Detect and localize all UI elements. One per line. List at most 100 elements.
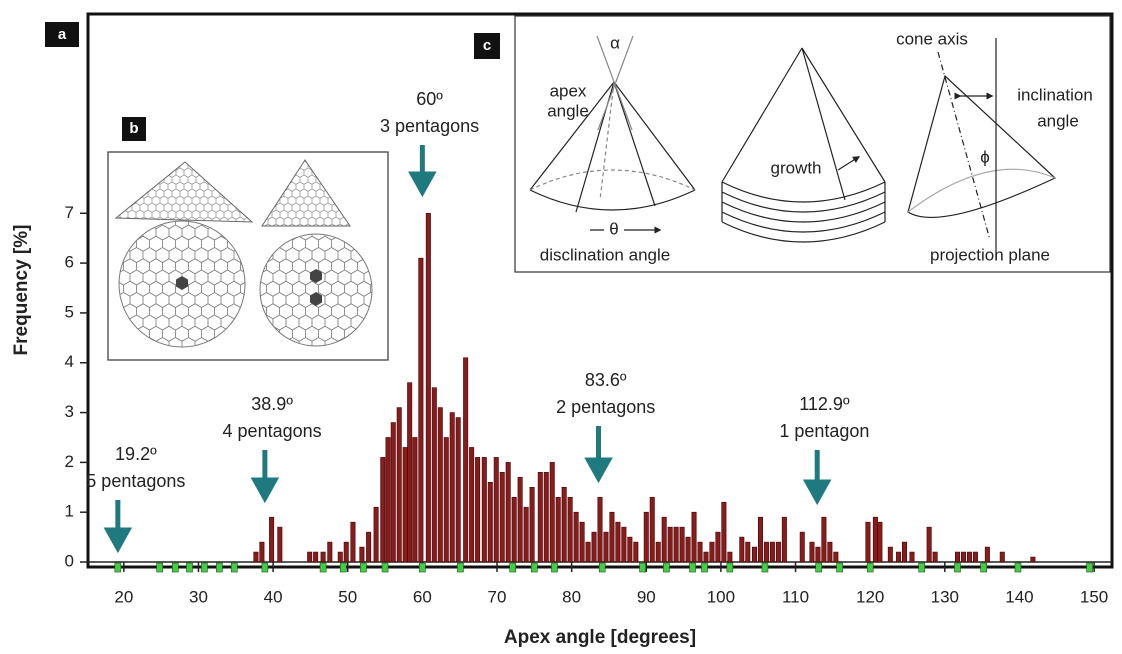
x-tick-label: 80: [562, 587, 581, 606]
bar: [769, 541, 775, 563]
annotation-arrow: [103, 500, 133, 554]
bar: [877, 521, 883, 563]
bar: [366, 531, 372, 563]
annotation-label: 5 pentagons: [86, 471, 185, 491]
panel-label: b: [129, 120, 138, 137]
bar: [499, 472, 505, 563]
pentagon: [176, 276, 188, 290]
bar: [579, 521, 585, 563]
y-tick-label: 7: [65, 203, 74, 222]
bar: [537, 472, 543, 563]
bar: [437, 407, 443, 563]
bar: [511, 496, 517, 563]
bar: [517, 477, 523, 563]
y-tick-label: 5: [65, 302, 74, 321]
annotations: 19.2º 5 pentagons 38.9º 4 pentagons 60º 3 pen…: [86, 89, 869, 554]
bars: [253, 212, 1036, 563]
bar: [327, 541, 333, 563]
theory-mark: [381, 562, 389, 573]
y-tick-label: 0: [65, 552, 74, 571]
theory-mark: [701, 562, 708, 573]
bar: [412, 437, 418, 563]
theory-mark: [186, 562, 193, 573]
bar: [649, 496, 655, 563]
x-tick-label: 30: [189, 587, 208, 606]
bar: [821, 516, 827, 563]
annotation-label: 4 pentagons: [223, 421, 322, 441]
bar: [418, 257, 424, 563]
bar: [523, 506, 529, 563]
theory-marks: [114, 562, 1093, 573]
bar: [909, 551, 915, 563]
annotation-label: 38.9º: [251, 394, 293, 414]
bar: [926, 526, 932, 563]
bar: [809, 541, 815, 563]
bar: [709, 541, 715, 563]
theory-mark: [551, 562, 558, 573]
theory-mark: [726, 562, 734, 573]
theory-mark: [201, 562, 208, 573]
annotation-arrow: [408, 145, 437, 198]
y-axis-title: Frequency [%]: [11, 225, 32, 356]
bar: [320, 551, 326, 563]
cone-side: [114, 161, 254, 223]
theory-mark: [457, 562, 464, 573]
bar: [609, 511, 615, 563]
bar: [685, 536, 691, 563]
x-axis-title: Apex angle [degrees]: [504, 627, 696, 648]
inset-label: inclination: [1017, 85, 1093, 104]
bar: [691, 511, 697, 563]
x-tick-label: 110: [782, 587, 809, 606]
y-tick-label: 1: [65, 502, 74, 521]
annotation-arrow: [802, 450, 832, 506]
annotation-label: 2 pentagons: [556, 397, 655, 417]
panel-label-box: [45, 22, 79, 47]
y-tick-label: 2: [65, 452, 74, 471]
bar: [591, 531, 597, 563]
theory-mark: [954, 562, 961, 573]
theory-mark: [360, 562, 367, 573]
bar: [615, 521, 621, 563]
bar: [763, 541, 769, 563]
bar: [739, 536, 745, 563]
theory-mark: [663, 562, 670, 573]
theory-mark: [689, 562, 696, 573]
inset-label: projection plane: [930, 245, 1050, 264]
bar: [679, 526, 685, 563]
bar: [751, 546, 757, 563]
theory-mark: [598, 562, 606, 573]
theory-mark: [216, 562, 223, 573]
bar: [385, 437, 391, 563]
theory-mark: [319, 562, 327, 573]
bar: [887, 546, 893, 563]
bar: [407, 382, 413, 563]
bar: [865, 521, 871, 563]
bar: [703, 551, 709, 563]
theory-mark: [114, 562, 122, 573]
inset-c: c apex angle α θ disclination angle grow…: [474, 15, 1111, 273]
bar: [955, 551, 961, 563]
bar: [966, 551, 972, 563]
bar: [667, 526, 673, 563]
bar: [775, 541, 781, 563]
bar: [721, 501, 727, 563]
annotation-label: 83.6º: [585, 370, 627, 390]
bar: [463, 357, 469, 563]
theory-mark: [339, 562, 347, 573]
bar: [799, 531, 805, 563]
bar: [621, 526, 627, 563]
annotation-label: 60º: [416, 89, 443, 109]
bar: [402, 447, 408, 563]
bar: [661, 516, 667, 563]
bar: [633, 541, 639, 563]
bar: [757, 516, 763, 563]
bar: [673, 526, 679, 563]
annotation-label: 19.2º: [115, 444, 157, 464]
x-tick-label: 70: [488, 587, 507, 606]
panel-label: c: [483, 37, 491, 54]
annotation-arrow: [584, 426, 613, 484]
theory-mark: [230, 562, 238, 573]
annotation-label: 112.9º: [799, 394, 850, 414]
bar: [543, 472, 549, 563]
